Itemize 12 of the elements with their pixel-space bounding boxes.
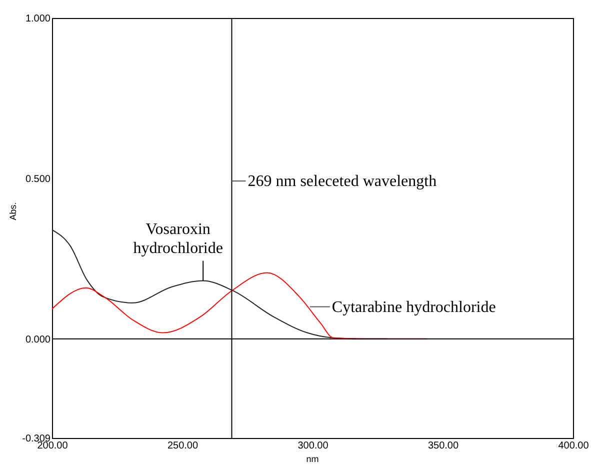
x-tick-label: 300.00 xyxy=(298,440,329,452)
y-tick-label: 0.500 xyxy=(25,174,51,185)
x-tick-label: 250.00 xyxy=(167,440,198,452)
y-tick-label: 1.000 xyxy=(25,14,51,24)
x-tick-label: 350.00 xyxy=(428,440,459,452)
annotation: Vosaroxin hydrochloride xyxy=(133,220,223,257)
ref-line-label: 269 nm seleceted wavelength xyxy=(248,173,437,190)
x-tick-label: 400.00 xyxy=(558,440,590,452)
x-axis-title: nm xyxy=(306,454,319,464)
y-axis-title: Abs. xyxy=(8,202,18,220)
y-tick-label: 0.000 xyxy=(25,334,51,346)
annotation: Cytarabine hydrochloride xyxy=(332,298,496,316)
